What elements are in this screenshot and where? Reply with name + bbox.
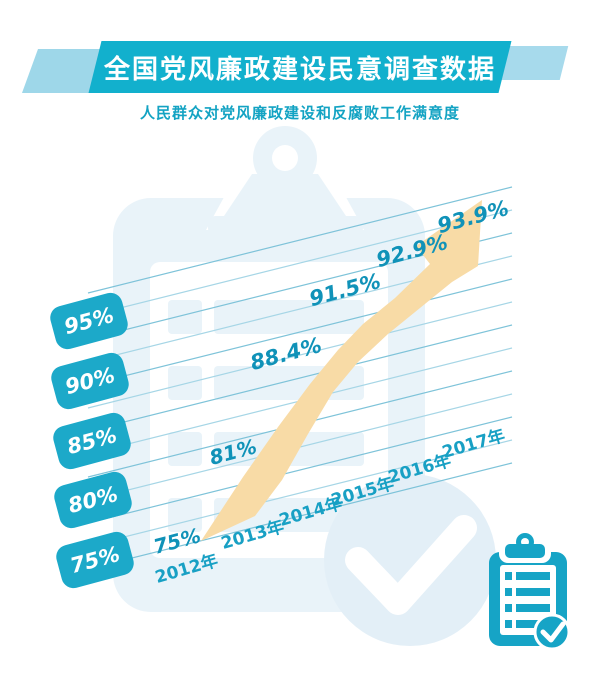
y-tick-80-label: 80% (65, 481, 121, 519)
y-tick-90: 90% (48, 350, 132, 412)
y-tick-90-label: 90% (62, 362, 118, 400)
title-banner: 全国党风廉政建设民意调查数据 (95, 41, 505, 93)
y-tick-75-label: 75% (67, 541, 123, 579)
point-label-2015: 91.5% (306, 268, 384, 312)
checklist-icon (489, 532, 571, 650)
clip-ring-hole (272, 145, 298, 171)
point-label-2016: 92.9% (373, 229, 451, 273)
x-label-2017: 2017年 (440, 425, 508, 463)
page-title: 全国党风廉政建设民意调查数据 (103, 54, 496, 85)
y-tick-85-label: 85% (64, 422, 120, 460)
point-label-2013: 81% (206, 434, 260, 470)
y-tick-95-label: 95% (61, 302, 117, 340)
y-tick-85: 85% (50, 410, 134, 472)
point-label-2014: 88.4% (247, 332, 325, 376)
y-tick-95: 95% (47, 290, 131, 352)
x-label-2013: 2013年 (219, 516, 287, 554)
x-label-2015: 2015年 (329, 473, 397, 511)
point-label-2017: 93.9% (434, 195, 512, 239)
y-tick-80: 80% (51, 469, 135, 531)
chart-subtitle: 人民群众对党风廉政建设和反腐败工作满意度 (139, 104, 460, 122)
clip-hole (521, 538, 529, 546)
checkmark-badge (533, 613, 571, 650)
y-tick-75: 75% (53, 529, 137, 591)
